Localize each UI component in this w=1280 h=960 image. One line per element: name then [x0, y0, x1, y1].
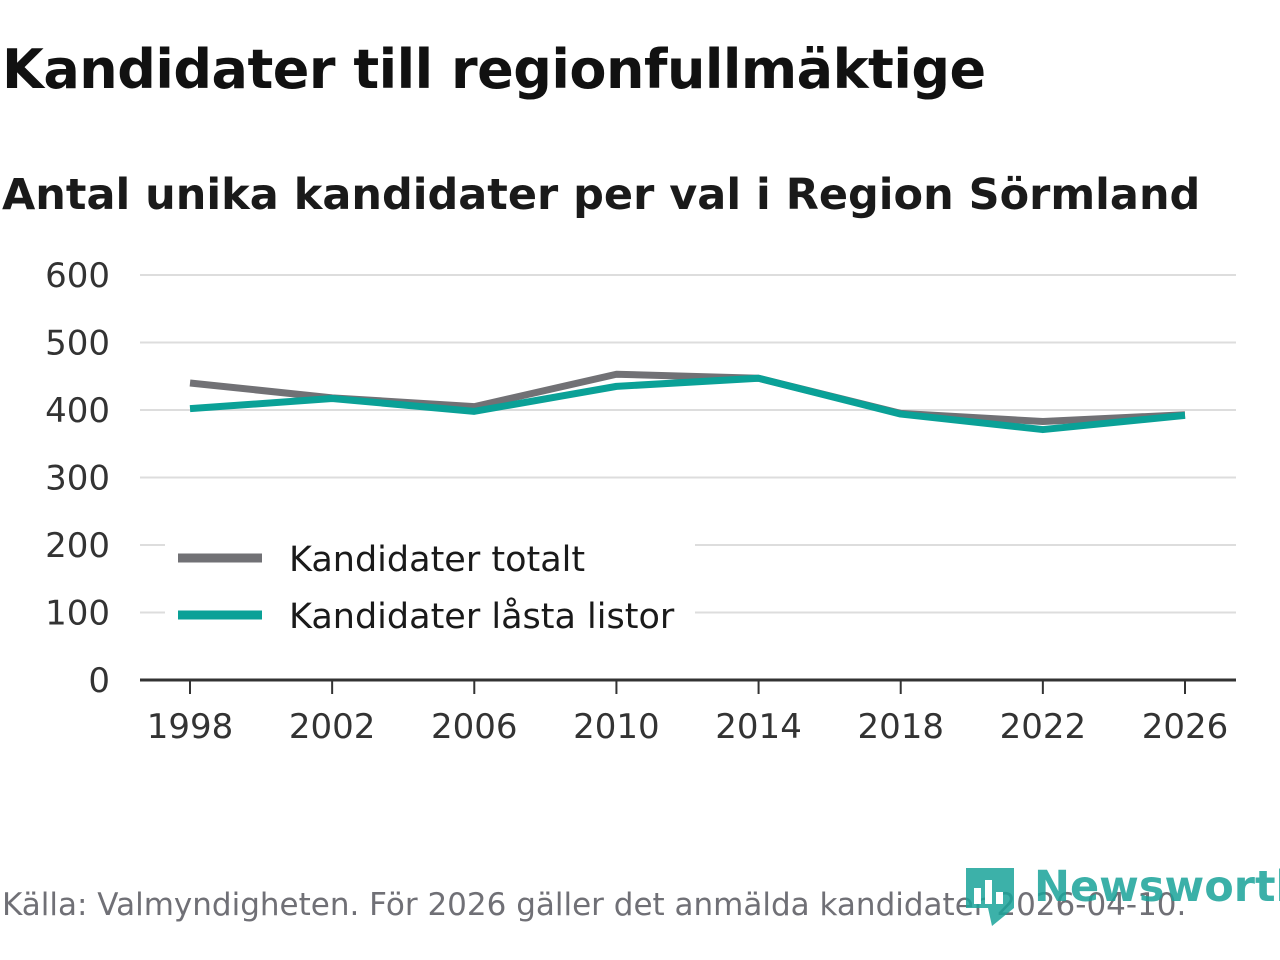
- series-lines: [189, 370, 1186, 434]
- y-tick-label: 400: [45, 391, 110, 431]
- bar-chart-icon: [966, 868, 1014, 926]
- y-tick-label: 500: [45, 324, 110, 364]
- x-tick-label: 2014: [715, 707, 802, 747]
- y-tick-label: 0: [88, 661, 110, 701]
- x-tick-label: 1998: [147, 707, 234, 747]
- x-tick-label: 2026: [1142, 707, 1229, 747]
- x-tick-label: 2010: [573, 707, 660, 747]
- x-tick-label: 2002: [289, 707, 376, 747]
- legend-background: [165, 528, 695, 640]
- chart-subtitle: Antal unika kandidater per val i Region …: [2, 170, 1201, 220]
- x-tick-label: 2022: [1000, 707, 1087, 747]
- y-tick-label: 200: [45, 526, 110, 566]
- legend: Kandidater totalt Kandidater låsta listor: [165, 528, 695, 640]
- legend-label: Kandidater låsta listor: [289, 596, 675, 637]
- x-tick-label: 2018: [857, 707, 944, 747]
- series-line-lasta-listor: [189, 374, 1186, 434]
- x-axis: 1998 2002 2006 2010 2014 2018 2022 2026: [140, 678, 1236, 747]
- chart-title: Kandidater till regionfullmäktige: [2, 38, 986, 101]
- y-axis-ticks: 0 100 200 300 400 500 600: [45, 256, 110, 701]
- logo-text: Newsworthy: [1034, 862, 1280, 912]
- legend-label: Kandidater totalt: [289, 540, 585, 580]
- y-tick-label: 600: [45, 256, 110, 296]
- newsworthy-logo: [964, 866, 1020, 930]
- x-tick-label: 2006: [431, 707, 518, 747]
- y-tick-label: 300: [45, 459, 110, 499]
- y-tick-label: 100: [45, 594, 110, 634]
